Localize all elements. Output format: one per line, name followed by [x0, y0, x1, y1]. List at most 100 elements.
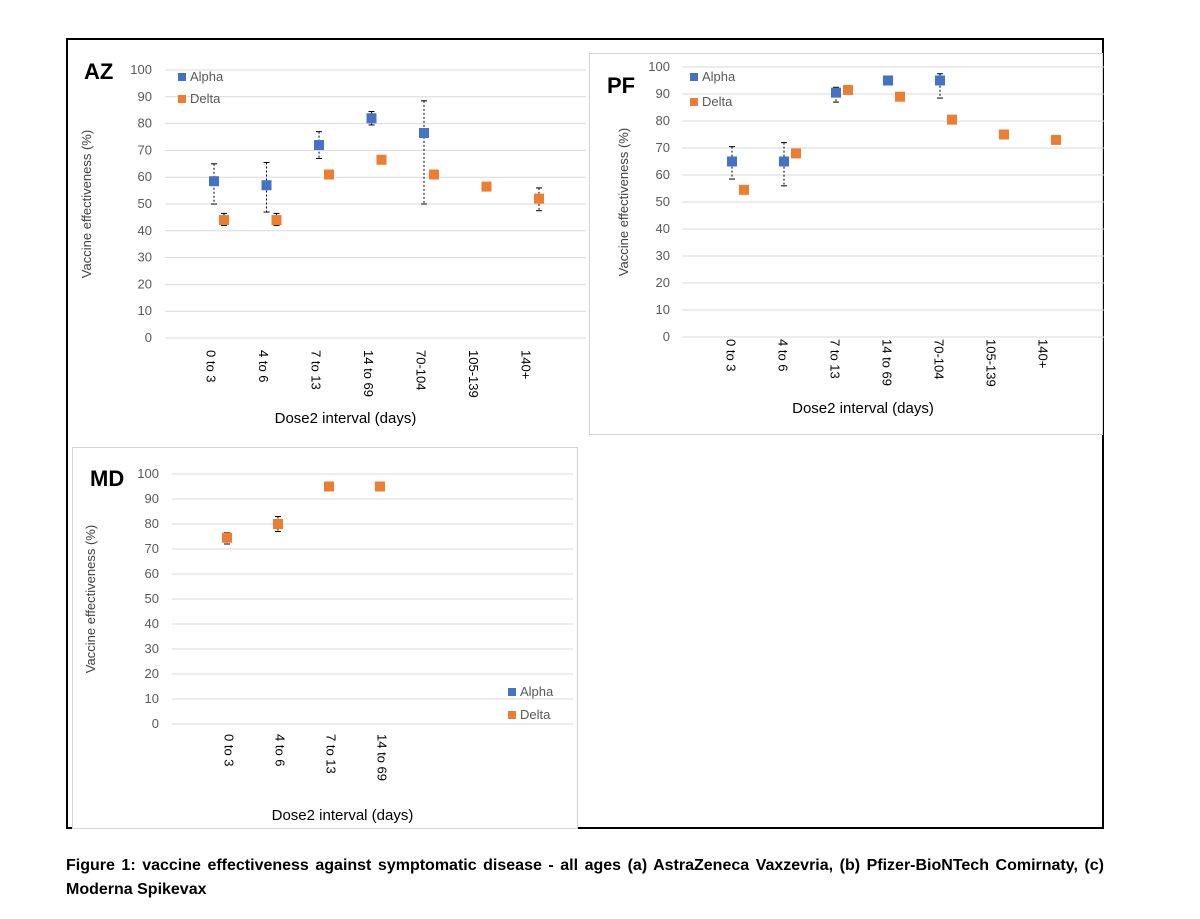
data-point-delta [843, 84, 853, 95]
y-tick-label: 20 [145, 666, 159, 681]
x-tick-label: 0 to 3 [204, 350, 219, 383]
y-tick-label: 20 [656, 275, 670, 290]
y-tick-label: 90 [138, 89, 152, 104]
y-tick-label: 70 [145, 541, 159, 556]
y-tick-label: 100 [648, 59, 670, 74]
x-axis-title: Dose2 interval (days) [272, 807, 414, 824]
y-tick-label: 40 [656, 221, 670, 236]
chart-panel-az: 0 10 20 30 40 50 60 70 80 90 100 AZ 0 to 3 4 to 6 7 to… [68, 40, 586, 436]
y-tick-label: 80 [138, 116, 152, 131]
y-tick-label: 10 [656, 302, 670, 317]
data-point-alpha [209, 176, 219, 187]
y-tick-label: 30 [145, 641, 159, 656]
x-axis-title: Dose2 interval (days) [792, 400, 934, 417]
x-tick-label: 0 to 3 [724, 339, 739, 372]
y-tick-label: 40 [138, 223, 152, 238]
data-point-delta [222, 532, 232, 543]
data-point-delta [791, 148, 801, 159]
y-tick-label: 100 [130, 62, 152, 77]
data-point-alpha [366, 113, 377, 124]
data-point-delta [324, 169, 334, 180]
x-tick-label: 0 to 3 [222, 734, 237, 767]
legend-label-delta: Delta [520, 707, 551, 722]
data-point-delta [271, 215, 282, 226]
chart-md: 0 10 20 30 40 50 60 70 80 90 100 MD 0 to 3 4 to 6 7 to… [83, 466, 573, 824]
data-point-alpha [727, 156, 737, 167]
x-tick-label: 4 to 6 [776, 339, 791, 372]
legend-label-alpha: Alpha [520, 684, 554, 699]
y-tick-label: 10 [145, 691, 159, 706]
x-tick-label: 7 to 13 [309, 350, 324, 390]
data-point-alpha [883, 75, 893, 86]
y-tick-label: 60 [656, 167, 670, 182]
legend-label-delta: Delta [190, 91, 221, 106]
x-tick-label: 7 to 13 [324, 734, 339, 774]
y-tick-label: 30 [656, 248, 670, 263]
y-tick-label: 80 [145, 516, 159, 531]
y-tick-label: 30 [138, 250, 152, 265]
data-point-delta [429, 169, 439, 180]
y-tick-label: 10 [138, 303, 152, 318]
data-point-alpha [831, 87, 841, 98]
data-point-alpha [314, 140, 324, 151]
x-tick-label: 70-104 [932, 339, 947, 379]
y-tick-label: 60 [145, 566, 159, 581]
legend-swatch-alpha [690, 73, 698, 81]
x-tick-label: 105-139 [466, 350, 481, 398]
x-tick-label: 140+ [1036, 339, 1051, 368]
legend-label-alpha: Alpha [702, 69, 736, 84]
x-tick-label: 14 to 69 [375, 734, 390, 781]
y-tick-label: 50 [656, 194, 670, 209]
figure-frame [66, 38, 1104, 829]
x-tick-label: 140+ [519, 350, 534, 379]
data-point-delta [219, 215, 229, 226]
data-point-delta [895, 91, 905, 102]
data-point-delta [999, 129, 1009, 140]
y-tick-label: 80 [656, 113, 670, 128]
y-tick-label: 90 [145, 491, 159, 506]
y-tick-label: 90 [656, 86, 670, 101]
chart-panel-pf: 0 10 20 30 40 50 60 70 80 90 100 PF 0 to 3 4 to 6 7 to… [589, 53, 1104, 435]
y-axis-title: Vaccine effectiveness (%) [79, 130, 94, 278]
chart-pf: 0 10 20 30 40 50 60 70 80 90 100 PF 0 to 3 4 to 6 7 to… [607, 59, 1104, 417]
data-point-delta [739, 184, 749, 195]
legend-swatch-alpha [178, 73, 186, 81]
data-point-alpha [419, 127, 429, 138]
legend-label-delta: Delta [702, 94, 733, 109]
x-tick-label: 7 to 13 [828, 339, 843, 379]
y-tick-label: 0 [145, 330, 152, 345]
data-point-alpha [935, 75, 945, 86]
legend-label-alpha: Alpha [190, 69, 224, 84]
y-tick-label: 0 [152, 716, 159, 731]
data-point-delta [375, 481, 385, 492]
data-point-alpha [779, 156, 789, 167]
data-point-alpha [261, 180, 272, 191]
data-point-delta [1051, 134, 1061, 145]
x-tick-label: 70-104 [414, 350, 429, 390]
figure-caption: Figure 1: vaccine effectiveness against … [66, 857, 1104, 898]
y-tick-label: 40 [145, 616, 159, 631]
data-point-delta [534, 193, 544, 204]
data-point-delta [324, 481, 334, 492]
y-axis-title: Vaccine effectiveness (%) [616, 128, 631, 276]
legend-swatch-delta [690, 98, 698, 106]
y-tick-label: 60 [138, 169, 152, 184]
x-tick-label: 105-139 [984, 339, 999, 387]
legend-swatch-alpha [508, 688, 516, 696]
y-tick-label: 20 [138, 276, 152, 291]
chart-az: 0 10 20 30 40 50 60 70 80 90 100 AZ 0 to 3 4 to 6 7 to… [79, 59, 586, 427]
legend-swatch-delta [178, 95, 186, 103]
y-tick-label: 70 [138, 142, 152, 157]
panel-label: AZ [84, 59, 113, 84]
data-point-delta [273, 519, 283, 529]
chart-panel-md: 0 10 20 30 40 50 60 70 80 90 100 MD 0 to 3 4 to 6 7 to… [72, 447, 578, 829]
y-tick-label: 50 [138, 196, 152, 211]
y-axis-title: Vaccine effectiveness (%) [83, 525, 98, 673]
data-point-delta [481, 181, 492, 192]
y-tick-label: 0 [663, 329, 670, 344]
y-tick-label: 50 [145, 591, 159, 606]
panel-label: PF [607, 73, 635, 98]
x-axis-title: Dose2 interval (days) [275, 410, 417, 427]
x-tick-label: 14 to 69 [361, 350, 376, 397]
x-tick-label: 4 to 6 [256, 350, 271, 383]
